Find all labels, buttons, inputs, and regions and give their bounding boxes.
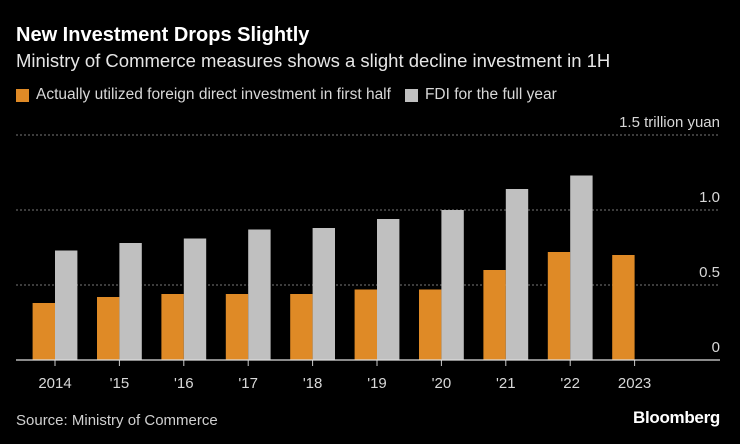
bar-full-year bbox=[377, 219, 400, 360]
bar-full-year bbox=[441, 210, 464, 360]
chart-title: New Investment Drops Slightly bbox=[16, 24, 310, 46]
bar-first-half bbox=[483, 270, 506, 360]
source-note: Source: Ministry of Commerce bbox=[16, 412, 218, 429]
legend-swatch-gray bbox=[404, 88, 418, 102]
bar-full-year bbox=[312, 228, 335, 360]
legend-item-first-half: Actually utilized foreign direct investm… bbox=[16, 86, 391, 104]
x-tick-label: '19 bbox=[367, 375, 387, 392]
bar-full-year bbox=[570, 175, 593, 360]
bar-first-half bbox=[354, 289, 377, 360]
legend-label: FDI for the full year bbox=[424, 86, 557, 103]
bar-first-half bbox=[612, 255, 635, 360]
bar-full-year bbox=[248, 229, 271, 360]
x-tick-label: '15 bbox=[110, 375, 130, 392]
x-tick-label: 2023 bbox=[618, 375, 651, 392]
y-tick-label: 0 bbox=[712, 339, 720, 356]
bar-first-half bbox=[97, 297, 120, 360]
bloomberg-logo: Bloomberg bbox=[632, 408, 720, 427]
x-tick-label: '20 bbox=[432, 375, 452, 392]
bar-first-half bbox=[290, 294, 313, 360]
bar-first-half bbox=[547, 252, 571, 360]
bar-first-half bbox=[32, 303, 55, 360]
chart-subtitle: Ministry of Commerce measures shows a sl… bbox=[16, 50, 611, 71]
x-tick-label: 2014 bbox=[38, 375, 71, 392]
bar-full-year bbox=[505, 189, 529, 360]
x-tick-label: '22 bbox=[560, 375, 580, 392]
x-tick-label: '16 bbox=[174, 375, 194, 392]
x-tick-label: '21 bbox=[496, 375, 516, 392]
legend-label: Actually utilized foreign direct investm… bbox=[36, 86, 391, 103]
legend: Actually utilized foreign direct investm… bbox=[16, 86, 571, 104]
x-tick-label: '18 bbox=[303, 375, 323, 392]
bar-first-half bbox=[225, 294, 249, 360]
legend-item-full-year: FDI for the full year bbox=[404, 86, 557, 104]
y-tick-label: 1.5 trillion yuan bbox=[619, 114, 720, 131]
y-tick-label: 1.0 bbox=[699, 189, 720, 206]
bar-full-year bbox=[55, 250, 78, 360]
y-tick-label: 0.5 bbox=[699, 264, 720, 281]
bar-full-year bbox=[119, 243, 142, 360]
legend-swatch-orange bbox=[16, 88, 29, 102]
bar-first-half bbox=[419, 289, 442, 360]
bar-full-year bbox=[183, 238, 207, 360]
bar-first-half bbox=[161, 294, 184, 360]
x-tick-label: '17 bbox=[238, 375, 258, 392]
